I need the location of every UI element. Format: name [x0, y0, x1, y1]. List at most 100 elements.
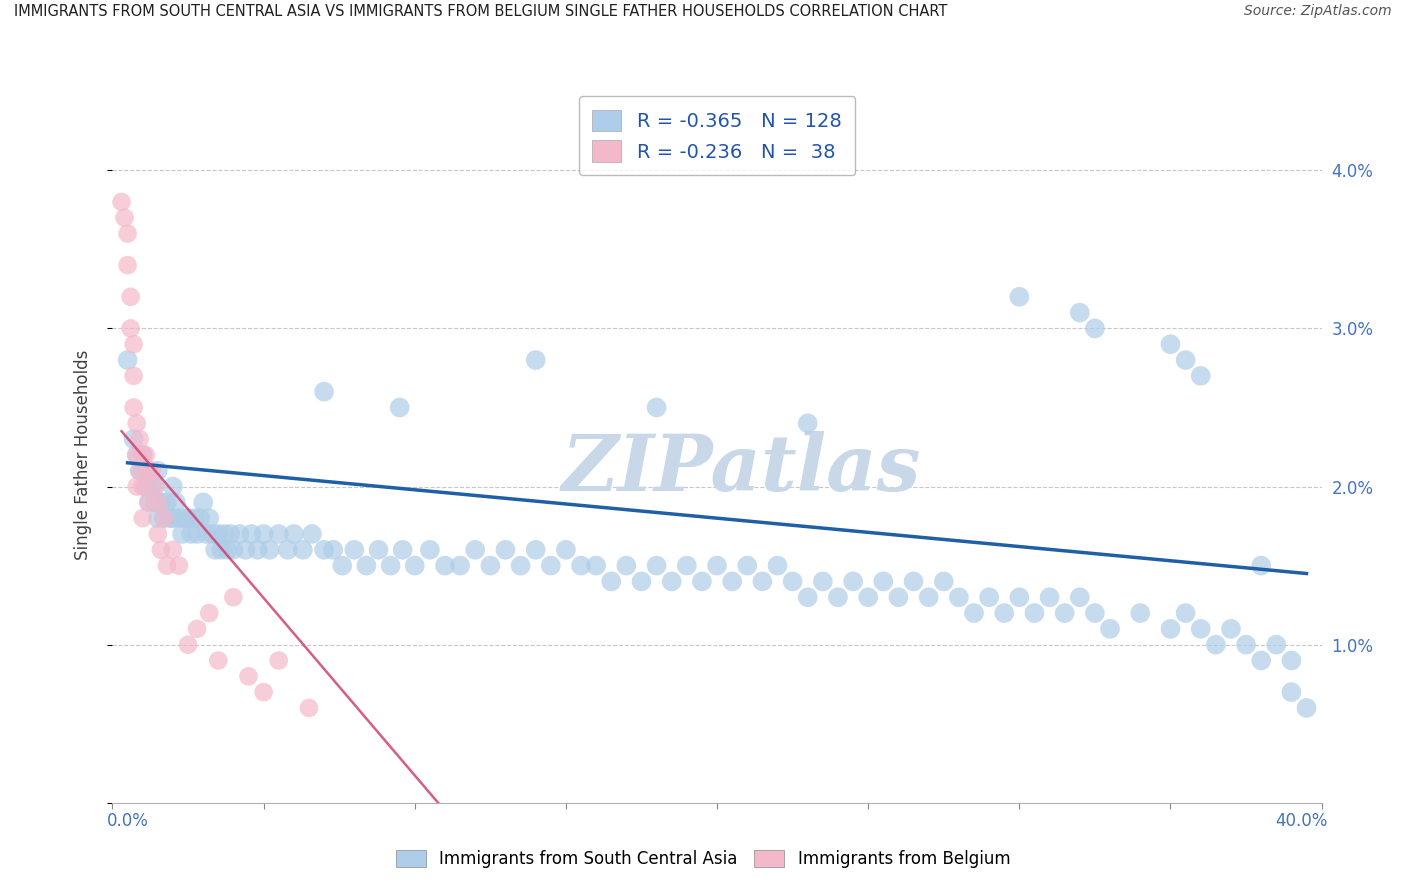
Point	[811, 574, 834, 589]
Point	[259, 542, 281, 557]
Point	[993, 606, 1015, 620]
Point	[267, 527, 290, 541]
Point	[1069, 591, 1091, 605]
Point	[291, 542, 314, 557]
Point	[301, 527, 323, 541]
Point	[391, 542, 413, 557]
Point	[419, 542, 441, 557]
Point	[540, 558, 562, 573]
Point	[149, 542, 172, 557]
Point	[143, 479, 166, 493]
Point	[464, 542, 486, 557]
Point	[766, 558, 789, 573]
Point	[1250, 653, 1272, 667]
Point	[330, 558, 353, 573]
Point	[167, 511, 190, 525]
Point	[132, 464, 155, 478]
Point	[751, 574, 773, 589]
Point	[222, 591, 245, 605]
Point	[1084, 606, 1107, 620]
Point	[356, 558, 378, 573]
Point	[1250, 558, 1272, 573]
Point	[132, 511, 155, 525]
Point	[388, 401, 411, 415]
Point	[146, 527, 169, 541]
Point	[235, 542, 257, 557]
Point	[146, 511, 169, 525]
Point	[188, 511, 211, 525]
Point	[240, 527, 263, 541]
Point	[645, 558, 668, 573]
Point	[1069, 305, 1091, 319]
Point	[322, 542, 344, 557]
Point	[153, 511, 176, 525]
Point	[141, 464, 163, 478]
Point	[782, 574, 804, 589]
Point	[796, 417, 818, 431]
Legend: Immigrants from South Central Asia, Immigrants from Belgium: Immigrants from South Central Asia, Immi…	[389, 843, 1017, 875]
Point	[314, 542, 336, 557]
Point	[141, 479, 163, 493]
Point	[128, 464, 150, 478]
Point	[932, 574, 955, 589]
Point	[283, 527, 305, 541]
Point	[380, 558, 402, 573]
Point	[404, 558, 426, 573]
Point	[343, 542, 366, 557]
Point	[449, 558, 471, 573]
Point	[630, 574, 652, 589]
Point	[963, 606, 986, 620]
Point	[842, 574, 865, 589]
Point	[1205, 638, 1227, 652]
Point	[524, 542, 547, 557]
Point	[156, 495, 179, 509]
Point	[128, 464, 150, 478]
Point	[977, 591, 1000, 605]
Point	[207, 527, 229, 541]
Point	[198, 511, 221, 525]
Point	[162, 511, 184, 525]
Point	[616, 558, 638, 573]
Point	[246, 542, 269, 557]
Point	[120, 290, 142, 304]
Point	[1024, 606, 1046, 620]
Point	[170, 527, 193, 541]
Point	[1234, 638, 1257, 652]
Point	[1159, 337, 1181, 351]
Point	[114, 211, 136, 225]
Point	[314, 384, 336, 399]
Point	[856, 591, 880, 605]
Point	[138, 495, 160, 509]
Point	[277, 542, 299, 557]
Point	[110, 194, 132, 209]
Point	[1189, 622, 1212, 636]
Point	[122, 368, 145, 383]
Point	[186, 622, 208, 636]
Text: Source: ZipAtlas.com: Source: ZipAtlas.com	[1244, 4, 1392, 19]
Point	[132, 448, 155, 462]
Point	[1084, 321, 1107, 335]
Point	[146, 464, 169, 478]
Point	[191, 495, 214, 509]
Point	[298, 701, 321, 715]
Text: IMMIGRANTS FROM SOUTH CENTRAL ASIA VS IMMIGRANTS FROM BELGIUM SINGLE FATHER HOUS: IMMIGRANTS FROM SOUTH CENTRAL ASIA VS IM…	[14, 4, 948, 20]
Point	[1279, 653, 1302, 667]
Point	[1053, 606, 1076, 620]
Point	[554, 542, 576, 557]
Point	[706, 558, 728, 573]
Point	[125, 417, 148, 431]
Point	[153, 511, 176, 525]
Point	[1189, 368, 1212, 383]
Point	[183, 511, 205, 525]
Point	[267, 653, 290, 667]
Point	[165, 495, 187, 509]
Point	[135, 448, 157, 462]
Point	[675, 558, 697, 573]
Point	[948, 591, 970, 605]
Point	[135, 479, 157, 493]
Point	[198, 606, 221, 620]
Point	[186, 527, 208, 541]
Point	[138, 464, 160, 478]
Point	[125, 448, 148, 462]
Point	[217, 542, 239, 557]
